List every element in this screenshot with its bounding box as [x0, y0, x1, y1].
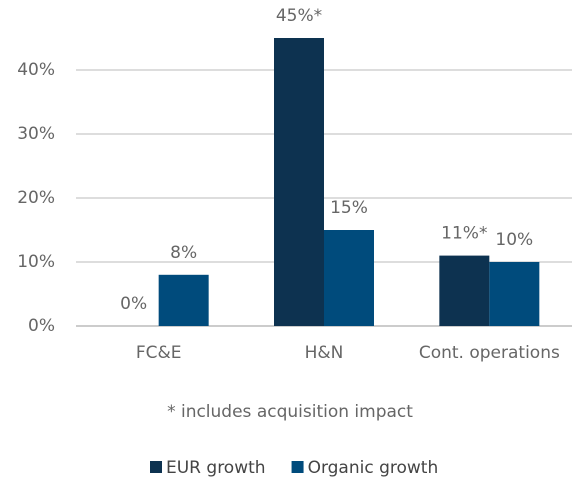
legend-label: Organic growth [308, 458, 439, 478]
value-label: 15% [330, 198, 368, 218]
value-label: 8% [170, 243, 197, 263]
y-tick-label: 20% [17, 188, 55, 208]
y-tick-label: 10% [17, 252, 55, 272]
annotation: * includes acquisition impact [167, 402, 413, 422]
legend-swatch [291, 461, 304, 473]
legend-swatch [150, 461, 162, 473]
bar [274, 38, 324, 326]
bar [158, 274, 209, 326]
value-label: 0% [120, 294, 147, 314]
x-tick-label: Cont. operations [419, 343, 560, 363]
value-label: 10% [495, 230, 533, 250]
x-tick-label: FC&E [136, 343, 182, 363]
y-tick-label: 30% [17, 124, 55, 144]
y-tick-label: 0% [28, 316, 55, 336]
bar [489, 262, 540, 326]
x-tick-label: H&N [305, 343, 344, 363]
bar [324, 230, 374, 326]
y-tick-label: 40% [17, 60, 55, 80]
legend-label: EUR growth [166, 458, 266, 478]
value-label: 45%* [276, 6, 322, 26]
value-label: 11%* [441, 224, 487, 244]
bar [439, 255, 490, 326]
